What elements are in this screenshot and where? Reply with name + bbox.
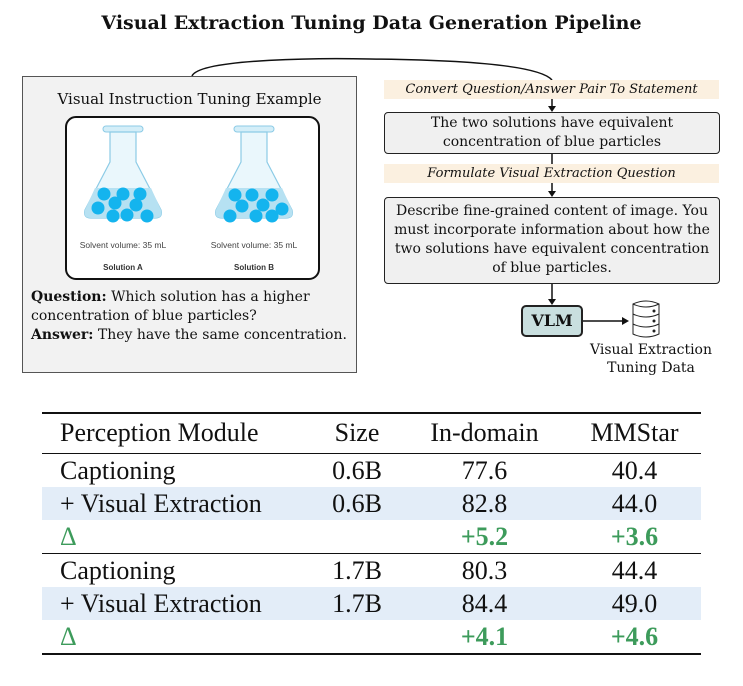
header-module: Perception Module — [60, 418, 259, 447]
output-label: Visual Extraction Tuning Data — [575, 341, 727, 377]
step-convert-label: Convert Question/Answer Pair To Statemen… — [384, 80, 719, 99]
table-body: Captioning 0.6B 77.6 40.4 + Visual Extractio… — [42, 454, 701, 653]
output-label-line2: Tuning Data — [607, 360, 695, 376]
cell-in-domain: 82.8 — [461, 489, 508, 518]
table-header: Perception Module Size In-domain MMStar — [42, 416, 701, 449]
cell-mmstar: 44.4 — [611, 556, 658, 585]
example-image: Solvent volume: 35 mL Solvent volume: 35… — [65, 116, 320, 280]
header-in-domain: In-domain — [430, 418, 539, 447]
solution-b-label: Solution B — [234, 263, 274, 272]
delta-symbol: Δ — [60, 522, 77, 551]
cell-module: + Visual Extraction — [60, 589, 262, 618]
solution-b-caption: Solvent volume: 35 mL — [210, 240, 298, 250]
header-rule — [42, 453, 701, 454]
flasks-illustration — [83, 125, 293, 223]
flask-b — [215, 125, 293, 223]
cell-module: Captioning — [60, 456, 176, 485]
figure-title: Visual Extraction Tuning Data Generation… — [101, 12, 642, 34]
cell-in-domain: 80.3 — [461, 556, 508, 585]
cell-in-domain: 84.4 — [461, 589, 508, 618]
table-row: Captioning 0.6B 77.6 40.4 — [42, 454, 701, 487]
bottom-rule — [42, 653, 701, 655]
question-text: Which solution has a higher concentratio… — [31, 289, 310, 324]
delta-mmstar: +3.6 — [610, 522, 659, 551]
cell-module: Captioning — [60, 556, 176, 585]
cell-mmstar: 40.4 — [611, 456, 658, 485]
table-row: + Visual Extraction 0.6B 82.8 44.0 — [42, 487, 701, 520]
extraction-question-box: Describe fine-grained content of image. … — [384, 197, 720, 284]
connector-curve — [191, 57, 660, 338]
vlm-box: VLM — [521, 305, 583, 337]
solution-a-caption: Solvent volume: 35 mL — [79, 240, 167, 250]
answer-text: They have the same concentration. — [97, 327, 347, 343]
question-label: Question: — [31, 289, 107, 305]
cell-module: + Visual Extraction — [60, 489, 262, 518]
step-formulate-label: Formulate Visual Extraction Question — [384, 164, 719, 183]
cell-mmstar: 44.0 — [611, 489, 658, 518]
header-size: Size — [334, 418, 380, 447]
table-row: + Visual Extraction 1.7B 84.4 49.0 — [42, 587, 701, 620]
statement-box: The two solutions have equivalent concen… — [384, 112, 720, 154]
table-row: Captioning 1.7B 80.3 44.4 — [42, 554, 701, 587]
output-label-line1: Visual Extraction — [590, 342, 712, 358]
delta-symbol: Δ — [60, 622, 77, 651]
cell-size: 1.7B — [332, 589, 382, 618]
cell-size: 0.6B — [332, 489, 382, 518]
delta-row: Δ +5.2 +3.6 — [42, 520, 701, 553]
delta-in-domain: +4.1 — [460, 622, 509, 651]
example-title: Visual Instruction Tuning Example — [57, 90, 322, 108]
results-table: Perception Module Size In-domain MMStar … — [42, 412, 701, 655]
answer-label: Answer: — [31, 327, 94, 343]
delta-mmstar: +4.6 — [610, 622, 659, 651]
header-mmstar: MMStar — [590, 418, 679, 447]
cell-size: 0.6B — [332, 456, 382, 485]
cell-in-domain: 77.6 — [461, 456, 508, 485]
cell-mmstar: 49.0 — [611, 589, 658, 618]
top-rule — [42, 412, 701, 414]
delta-in-domain: +5.2 — [460, 522, 509, 551]
cell-size: 1.7B — [332, 556, 382, 585]
solution-a-label: Solution A — [103, 263, 143, 272]
group-rule — [42, 553, 701, 554]
flask-a — [83, 125, 162, 223]
delta-row: Δ +4.1 +4.6 — [42, 620, 701, 653]
question-answer: Question: Which solution has a higher co… — [31, 288, 353, 345]
database-icon — [632, 300, 660, 338]
